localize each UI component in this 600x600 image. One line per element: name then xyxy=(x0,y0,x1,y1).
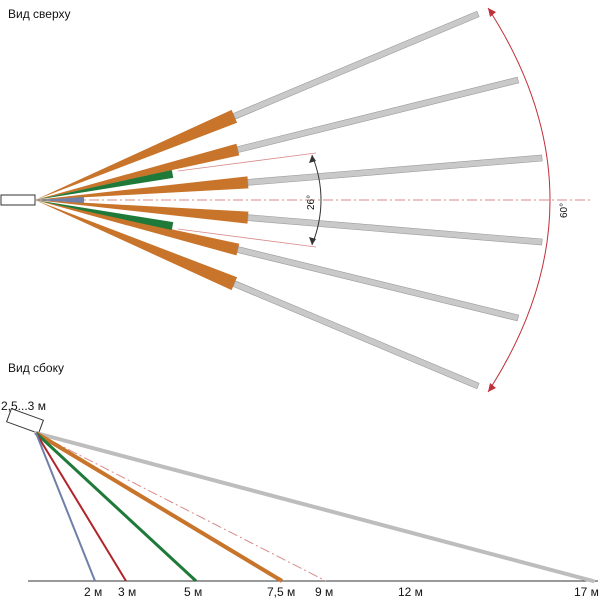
angle-26-guide-upper xyxy=(177,152,317,172)
beam-green-upper-wedge xyxy=(35,169,174,200)
beam-outer-lower-gray-strip xyxy=(232,280,480,390)
distance-label-17m: 17 м xyxy=(574,585,599,599)
side-beam-3m xyxy=(35,432,127,582)
angle-26-arrow-bottom xyxy=(309,237,316,245)
side-beam-2m xyxy=(35,432,96,582)
distance-label-3m: 3 м xyxy=(118,585,136,599)
beam-mid-lower-gray-strip xyxy=(236,246,520,322)
beam-inner-upper-gray-strip xyxy=(247,154,543,186)
distance-label-7-5m: 7,5 м xyxy=(267,585,295,599)
distance-label-2m: 2 м xyxy=(84,585,102,599)
side-beam-5m xyxy=(34,431,198,583)
angle-26-guide-lower xyxy=(177,228,317,248)
beam-mid-lower-wedge xyxy=(35,200,240,256)
beam-inner-upper-wedge xyxy=(35,176,249,200)
angle-60-label: 60° xyxy=(559,203,570,218)
distance-label-12m: 12 м xyxy=(398,585,423,599)
beam-mid-upper-wedge xyxy=(35,143,240,200)
sensor-box-side xyxy=(5,407,45,435)
mounting-height-label: 2,5...3 м xyxy=(1,399,46,413)
side-view-beams xyxy=(34,431,595,583)
angle-26-label: 26° xyxy=(306,195,317,210)
top-view-beams xyxy=(35,10,543,390)
beam-inner-lower-gray-strip xyxy=(247,214,543,246)
beam-inner-lower-wedge xyxy=(35,200,249,224)
side-beam-17m xyxy=(34,431,595,583)
top-view-title: Вид сверху xyxy=(8,7,71,21)
beam-green-lower-wedge xyxy=(35,200,174,231)
angle-26-arrow-top xyxy=(309,155,316,163)
beam-outer-upper-gray-strip xyxy=(232,10,480,120)
side-view-title: Вид сбоку xyxy=(8,361,64,375)
beam-outer-lower-wedge xyxy=(35,200,238,291)
distance-label-5m: 5 м xyxy=(184,585,202,599)
beam-blue-center-wedge xyxy=(35,197,84,203)
sensor-box-top xyxy=(0,194,36,206)
angle-26-arc xyxy=(311,154,322,246)
angle-60-arc xyxy=(487,7,551,393)
beam-mid-upper-gray-strip xyxy=(236,76,520,153)
beam-outer-upper-wedge xyxy=(35,109,238,200)
angle-60-arrow-bottom xyxy=(488,383,496,392)
side-beam-9m-dashdot xyxy=(35,432,327,582)
distance-label-9m: 9 м xyxy=(315,585,333,599)
angle-60-arrow-top xyxy=(488,8,496,17)
side-beam-7-5m xyxy=(34,431,284,583)
